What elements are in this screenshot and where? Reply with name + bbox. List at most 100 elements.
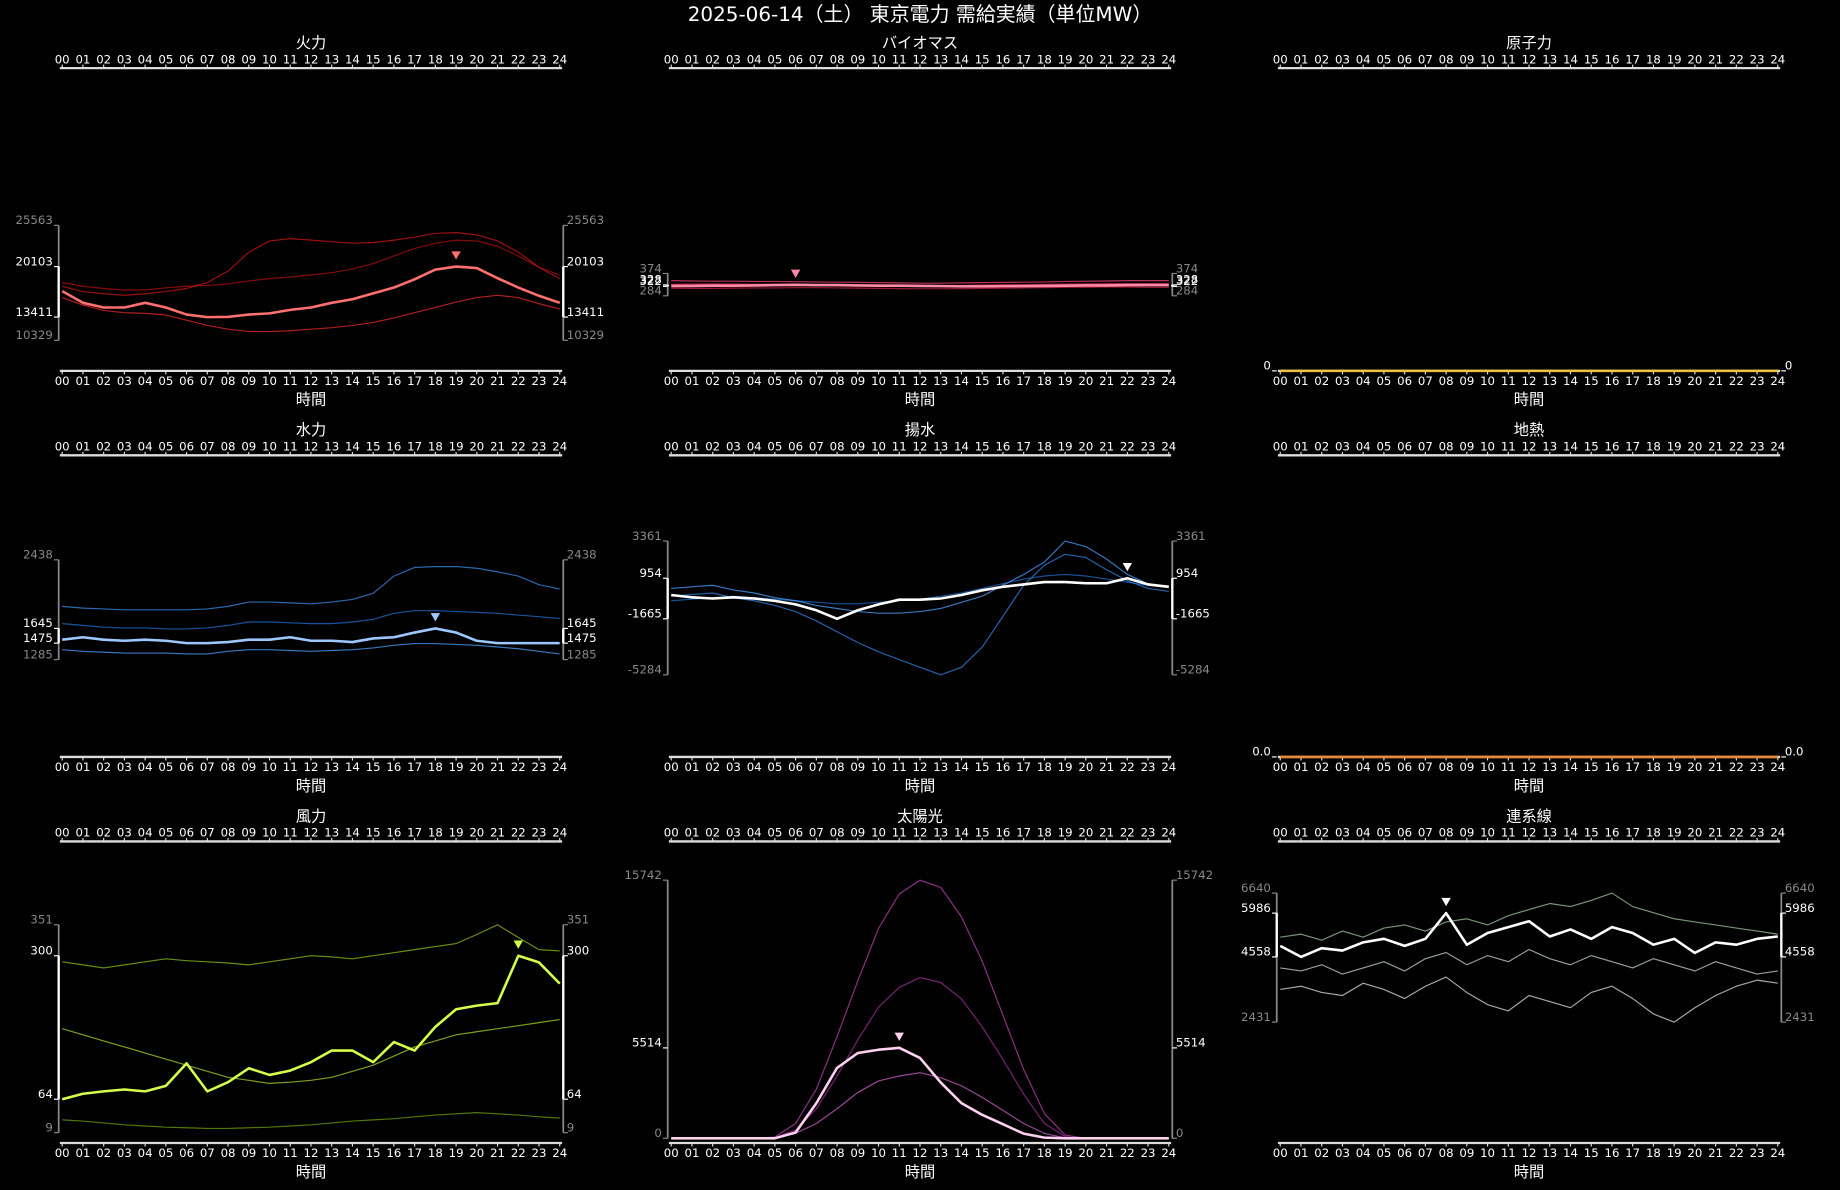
x-tick-label: 12 xyxy=(1522,760,1537,774)
x-tick-label: 06 xyxy=(788,52,803,66)
y-tick-label: -5284 xyxy=(1176,663,1210,677)
x-tick-label: 05 xyxy=(158,374,173,388)
x-tick-label: 19 xyxy=(1058,826,1073,840)
x-tick-label: 05 xyxy=(1376,760,1391,774)
x-tick-label: 11 xyxy=(283,826,298,840)
x-tick-label: 14 xyxy=(1563,760,1578,774)
x-tick-label: 05 xyxy=(1376,1146,1391,1160)
panel-title: 地熱 xyxy=(1514,421,1545,439)
x-tick-label: 18 xyxy=(1037,1146,1052,1160)
x-tick-label: 23 xyxy=(532,52,547,66)
x-tick-label: 16 xyxy=(386,760,401,774)
y-tick-label: -5284 xyxy=(628,663,662,677)
x-tick-label: 22 xyxy=(511,374,526,388)
y-tick-label: 2438 xyxy=(567,548,597,562)
highlight-line xyxy=(62,627,560,645)
x-tick-label: 08 xyxy=(830,52,845,66)
peak-marker xyxy=(1122,563,1133,572)
x-tick-label: 16 xyxy=(995,1146,1010,1160)
x-tick-label: 06 xyxy=(179,1146,194,1160)
x-tick-label: 18 xyxy=(1037,440,1052,454)
x-tick-label: 00 xyxy=(55,374,70,388)
x-tick-label: 13 xyxy=(1542,1146,1557,1160)
x-tick-label: 23 xyxy=(1141,52,1156,66)
x-tick-label: 10 xyxy=(262,52,277,66)
x-tick-label: 13 xyxy=(324,374,339,388)
x-tick-label: 13 xyxy=(933,1146,948,1160)
x-tick-label: 01 xyxy=(75,440,90,454)
x-tick-label: 20 xyxy=(1078,440,1093,454)
x-tick-label: 12 xyxy=(1522,1146,1537,1160)
x-tick-label: 04 xyxy=(747,374,762,388)
x-tick-label: 18 xyxy=(1037,826,1052,840)
x-tick-label: 14 xyxy=(345,826,360,840)
x-tick-label: 03 xyxy=(117,826,132,840)
x-tick-label: 08 xyxy=(1439,52,1454,66)
x-tick-label: 02 xyxy=(705,374,720,388)
x-tick-label: 09 xyxy=(241,52,256,66)
x-tick-label: 22 xyxy=(1120,1146,1135,1160)
history-line xyxy=(671,280,1169,284)
panel-title: 連系線 xyxy=(1506,807,1552,825)
x-tick-label: 20 xyxy=(1078,52,1093,66)
x-tick-label: 00 xyxy=(1273,52,1288,66)
x-tick-label: 19 xyxy=(1058,374,1073,388)
x-tick-label: 07 xyxy=(809,374,824,388)
x-tick-label: 24 xyxy=(1770,760,1785,774)
y-tick-label: 328 xyxy=(1176,273,1198,287)
x-tick-label: 22 xyxy=(1120,440,1135,454)
x-tick-label: 01 xyxy=(75,760,90,774)
x-tick-label: 20 xyxy=(1687,826,1702,840)
panel-title: 水力 xyxy=(296,421,327,439)
x-tick-label: 23 xyxy=(1750,1146,1765,1160)
x-tick-label: 20 xyxy=(469,52,484,66)
x-tick-label: 22 xyxy=(1120,826,1135,840)
x-tick-label: 13 xyxy=(933,374,948,388)
x-tick-label: 12 xyxy=(913,826,928,840)
x-tick-label: 22 xyxy=(1120,374,1135,388)
x-tick-label: 03 xyxy=(726,1146,741,1160)
x-tick-label: 17 xyxy=(407,1146,422,1160)
x-tick-label: 11 xyxy=(283,374,298,388)
x-tick-label: 02 xyxy=(96,1146,111,1160)
x-tick-label: 04 xyxy=(1356,760,1371,774)
x-tick-label: 09 xyxy=(850,826,865,840)
x-tick-label: 05 xyxy=(767,826,782,840)
x-tick-label: 13 xyxy=(1542,760,1557,774)
x-tick-label: 02 xyxy=(705,440,720,454)
x-tick-label: 01 xyxy=(1294,1146,1309,1160)
highlight-line xyxy=(1279,911,1778,959)
x-tick-label: 20 xyxy=(1687,52,1702,66)
x-tick-label: 22 xyxy=(511,52,526,66)
x-tick-label: 23 xyxy=(532,826,547,840)
x-tick-label: 21 xyxy=(1708,826,1723,840)
x-tick-label: 11 xyxy=(1501,1146,1516,1160)
x-tick-label: 04 xyxy=(138,1146,153,1160)
x-tick-label: 12 xyxy=(1522,826,1537,840)
y-tick-label: 0 xyxy=(1785,359,1792,373)
x-tick-label: 11 xyxy=(892,440,907,454)
y-tick-label: 328 xyxy=(639,273,661,287)
x-axis-label: 時間 xyxy=(296,1163,327,1181)
y-tick-label: -1665 xyxy=(1176,607,1210,621)
x-tick-label: 06 xyxy=(179,374,194,388)
x-tick-label: 21 xyxy=(1708,374,1723,388)
x-tick-label: 01 xyxy=(1294,440,1309,454)
x-tick-label: 15 xyxy=(1584,826,1599,840)
x-tick-label: 18 xyxy=(1646,760,1661,774)
x-tick-label: 22 xyxy=(1729,1146,1744,1160)
x-tick-label: 18 xyxy=(428,826,443,840)
x-tick-label: 03 xyxy=(117,374,132,388)
y-tick-label: 0 xyxy=(654,1126,661,1140)
x-tick-label: 02 xyxy=(96,440,111,454)
x-tick-label: 00 xyxy=(55,52,70,66)
x-tick-label: 12 xyxy=(913,374,928,388)
x-tick-label: 07 xyxy=(1418,826,1433,840)
x-tick-label: 10 xyxy=(871,52,886,66)
x-tick-label: 01 xyxy=(684,826,699,840)
panel-title: 揚水 xyxy=(905,421,935,439)
x-tick-label: 22 xyxy=(1729,52,1744,66)
x-tick-label: 02 xyxy=(96,374,111,388)
x-tick-label: 11 xyxy=(1501,440,1516,454)
x-tick-label: 11 xyxy=(892,374,907,388)
